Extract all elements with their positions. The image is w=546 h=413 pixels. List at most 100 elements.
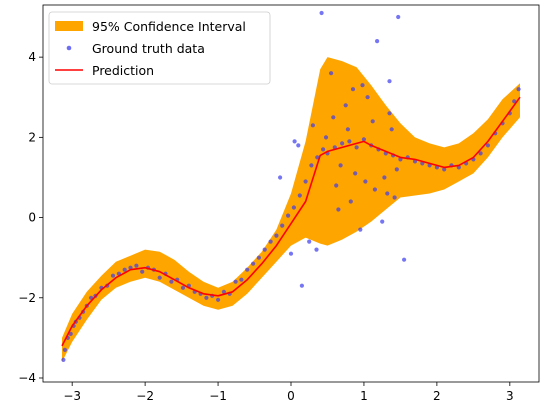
ground-truth-point [122,267,127,272]
ground-truth-point [360,83,365,88]
ground-truth-point [262,247,267,252]
legend-marker-ground-truth [66,45,72,51]
ground-truth-point [372,187,377,192]
ground-truth-point [204,295,209,300]
ground-truth-point [216,297,221,302]
ground-truth-point [319,10,324,16]
x-axis: −3 −2 −1 0 1 2 3 [63,382,514,403]
ground-truth-point [331,115,336,120]
ground-truth-point [365,95,370,100]
ground-truth-point [353,171,358,176]
legend-label-ground-truth: Ground truth data [92,41,205,56]
x-tick-label: −1 [209,389,227,403]
ground-truth-point [62,347,67,352]
ground-truth-point [256,255,261,260]
ground-truth-point [382,175,387,180]
y-axis: −4 −2 0 2 4 [18,50,43,385]
y-tick-label: 4 [28,50,36,64]
y-tick-label: −2 [18,291,36,305]
x-tick-label: 3 [506,389,514,403]
ground-truth-point [251,261,256,266]
confidence-band-layer [62,57,520,362]
ground-truth-point [310,123,315,128]
ground-truth-point [512,99,517,104]
ground-truth-point [478,151,483,156]
legend-label-confidence: 95% Confidence Interval [92,19,246,34]
y-tick-label: −4 [18,371,36,385]
x-tick-label: 0 [287,389,295,403]
ground-truth-point [221,289,226,294]
legend: 95% Confidence Interval Ground truth dat… [48,11,271,85]
ground-truth-point [350,87,356,92]
ground-truth-point [385,191,390,196]
ground-truth-point [358,227,363,232]
ground-truth-point [245,267,250,272]
ground-truth-point [348,199,353,204]
ground-truth-point [303,179,308,184]
legend-patch-confidence [55,21,83,31]
ground-truth-point [347,139,352,144]
ground-truth-point [288,251,294,256]
ground-truth-point [442,167,447,172]
ground-truth-point [61,357,66,362]
ground-truth-point [68,331,73,336]
ground-truth-point [343,103,348,108]
ground-truth-point [394,167,399,172]
ground-truth-point [485,143,490,148]
ground-truth-point [387,111,392,116]
ground-truth-point [387,79,392,84]
ground-truth-point [361,137,366,142]
x-tick-label: −2 [136,389,154,403]
ground-truth-point [309,163,314,168]
legend-box [48,11,271,85]
ground-truth-point [336,207,341,212]
ground-truth-point [268,239,273,244]
ground-truth-point [307,239,312,244]
ground-truth-point [157,275,162,280]
ground-truth-point [180,285,186,290]
ground-truth-point [375,39,380,44]
ground-truth-point [280,223,285,228]
y-tick-label: 0 [28,211,36,225]
ground-truth-point [354,145,359,150]
x-tick-label: 2 [433,389,441,403]
y-tick-label: 2 [28,130,36,144]
ground-truth-point [396,14,401,20]
ground-truth-point [110,273,116,278]
confidence-band [62,57,520,362]
ground-truth-point [286,213,291,218]
x-tick-label: −3 [63,389,81,403]
ground-truth-point [329,71,334,76]
ground-truth-point [297,193,302,198]
ground-truth-point [314,247,319,252]
ground-truth-point [315,155,320,160]
ground-truth-point [291,205,296,210]
ground-truth-point [392,195,397,200]
prediction-line-layer [61,96,521,347]
ground-truth-point [321,147,326,152]
ground-truth-point [233,279,238,284]
ground-truth-point [169,279,174,284]
ground-truth-point [299,283,304,288]
ground-truth-point [274,233,279,238]
ground-truth-point [340,141,345,146]
ground-truth-point [323,135,329,140]
ground-truth-point [389,127,394,132]
ground-truth-point [363,179,368,184]
ground-truth-point [140,269,145,274]
ground-truth-point [516,87,521,92]
ground-truth-point [134,263,139,268]
x-tick-label: 1 [360,389,368,403]
legend-label-prediction: Prediction [92,63,154,78]
ground-truth-point [370,119,375,124]
ground-truth-point [345,127,350,132]
ground-truth-point [338,163,343,168]
ground-truth-point [292,139,297,144]
prediction-line [61,96,521,347]
ground-truth-point [239,277,244,282]
ground-truth-point [296,143,301,148]
ground-truth-point [402,257,407,262]
ground-truth-point [380,219,385,224]
ground-truth-point [278,175,283,180]
